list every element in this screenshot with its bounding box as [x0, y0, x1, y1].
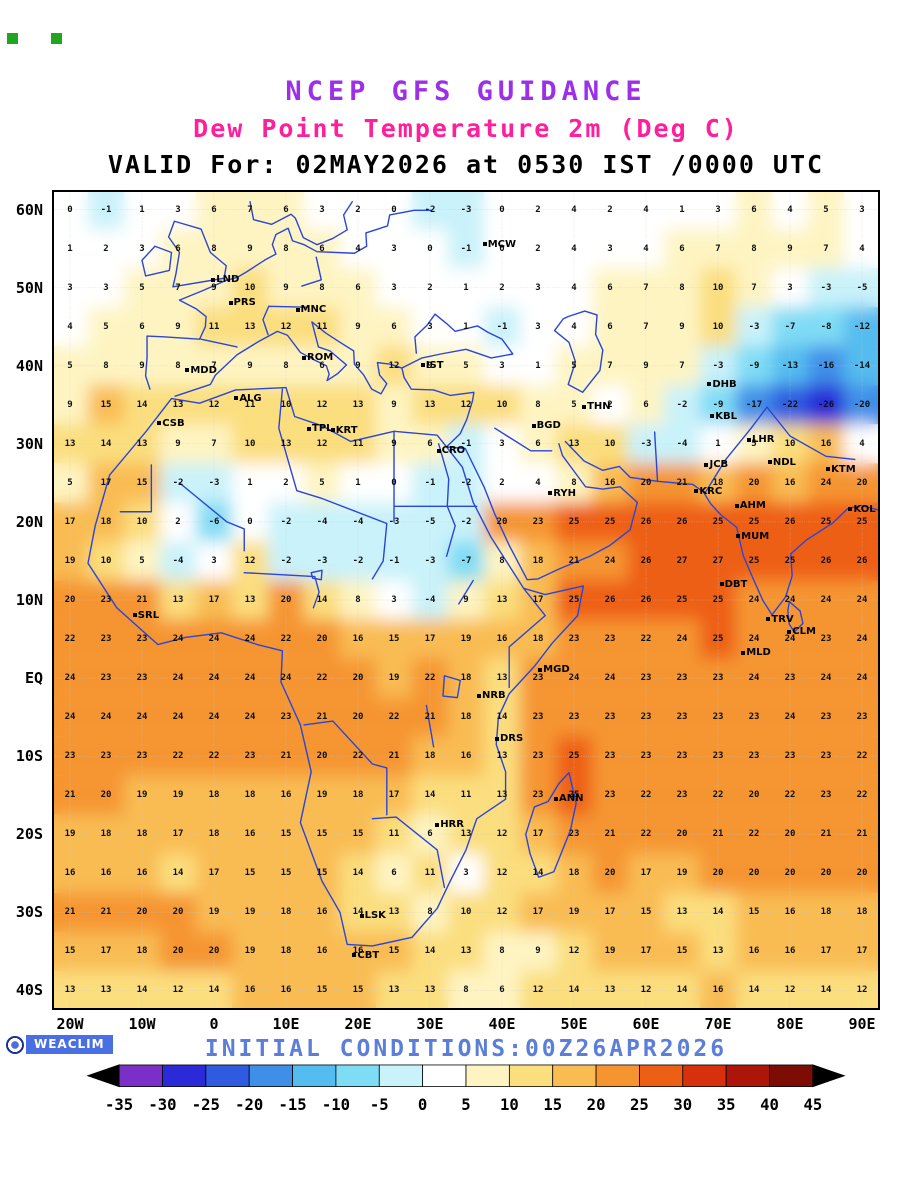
colorbar-tick-label: 30 [673, 1095, 692, 1114]
coastlines-group [88, 202, 879, 946]
colorbar-segment [422, 1064, 467, 1087]
map-canvas [52, 190, 880, 1010]
lon-tick-label: 20W [56, 1015, 84, 1033]
lat-tick-label: 10S [15, 747, 43, 766]
lake-victoria-outline [443, 676, 460, 698]
lat-tick-label: 40N [15, 356, 43, 375]
weaclim-logo-icon [6, 1035, 24, 1054]
coastline-africa [88, 388, 583, 946]
colorbar-tick-label: 15 [543, 1095, 562, 1114]
lat-tick-label: 30N [15, 434, 43, 453]
coastline-ireland [142, 246, 172, 276]
colorbar-segment [552, 1064, 597, 1087]
colorbar-segment [248, 1064, 293, 1087]
lon-tick-label: 90E [848, 1015, 876, 1033]
lon-tick-label: 60E [632, 1015, 660, 1033]
colorbar-segment [162, 1064, 207, 1087]
colorbar-segment [335, 1064, 380, 1087]
coastline-sri-lanka [788, 602, 803, 632]
colorbar-tick-label: -30 [148, 1095, 176, 1114]
colorbar-tick-label: 45 [803, 1095, 822, 1114]
lon-tick-label: 80E [776, 1015, 804, 1033]
lat-tick-label: 10N [15, 591, 43, 609]
initial-conditions-line: INITIAL CONDITIONS:00Z26APR2026 [204, 1036, 728, 1062]
chart-subtitle: Dew Point Temperature 2m (Deg C) [193, 114, 739, 143]
longitude-axis: 20W 10W 0 10E 20E 30E 40E 50E 60E 70E 80E 90E [52, 1012, 880, 1036]
lon-tick-label: 20E [344, 1015, 372, 1033]
lon-tick-label: 0 [209, 1015, 219, 1033]
colorbar-segment [725, 1064, 770, 1087]
colorbar-segment [769, 1064, 814, 1087]
lon-tick-label: 10W [128, 1015, 156, 1033]
lat-tick-label: 30S [15, 903, 43, 922]
colorbar-tick-label: 10 [500, 1095, 519, 1114]
valid-time-line: VALID For: 02MAY2026 at 0530 IST /0000 U… [107, 150, 825, 179]
map-plot-area: 0 -1 1 3 6 7 6 3 2 0 -2 -3 0 2 4 2 4 1 3 6 4 5 3 1 2 3 6 8 9 8 6 4 3 0 -1 0… [52, 190, 880, 1010]
colorbar-tick-label: -20 [235, 1095, 263, 1114]
coastline-mediterranean-europe [175, 322, 402, 396]
corner-mark [7, 33, 18, 44]
colorbar-segment [378, 1064, 424, 1087]
lat-tick-label: 20N [15, 512, 43, 531]
lon-tick-label: 10E [272, 1015, 300, 1033]
coastline-arabia [447, 444, 638, 580]
lon-tick-label: 30E [416, 1015, 444, 1033]
chart-title: NCEP GFS GUIDANCE [285, 76, 647, 107]
lon-tick-label: 70E [704, 1015, 732, 1033]
latitude-axis: 60N 50N 40N 30N 20N 10N EQ 10S 20S 30S 40S [0, 190, 47, 1010]
weaclim-logo-text: WEACLIM [26, 1035, 113, 1054]
coastline-levant-blacksea [402, 314, 513, 447]
colorbar-tick-label: -25 [192, 1095, 220, 1114]
colorbar-tick-label: -35 [105, 1095, 133, 1114]
coastline-britain [169, 221, 227, 287]
colorbar-tick-label: 0 [418, 1095, 427, 1114]
colorbar-tick-label: -10 [322, 1095, 350, 1114]
colorbar-segment [292, 1064, 337, 1087]
lat-tick-label: 60N [15, 200, 43, 219]
colorbar-segment [118, 1064, 163, 1087]
colorbar-tick-label: 25 [630, 1095, 649, 1114]
lon-tick-label: 40E [488, 1015, 516, 1033]
coastline-scandinavia [250, 202, 352, 245]
colorbar: -35 -30 -25 -20 -15 -10 -5 0 5 10 15 20 25 30 35 40 45 [86, 1064, 846, 1114]
chart-header: NCEP GFS GUIDANCE Dew Point Temperature … [52, 76, 880, 179]
colorbar-segment [639, 1064, 684, 1087]
colorbar-segment [205, 1064, 250, 1087]
colorbar-left-arrow [86, 1064, 120, 1088]
colorbar-right-arrow [812, 1064, 846, 1088]
coastline-madagascar [526, 773, 576, 878]
lat-tick-label: 50N [15, 278, 43, 297]
colorbar-tick-label: 5 [461, 1095, 470, 1114]
colorbar-segment [682, 1064, 727, 1087]
weaclim-logo: WEACLIM [6, 1035, 113, 1054]
colorbar-segment [465, 1064, 510, 1087]
caspian-sea-outline [555, 311, 603, 392]
colorbar-tick-label: 40 [760, 1095, 779, 1114]
lat-tick-label: EQ [24, 669, 43, 688]
colorbar-tick-label: -5 [370, 1095, 389, 1114]
latlon-gridlines [52, 190, 880, 1010]
colorbar-segment [595, 1064, 640, 1087]
coastline-atlantic-europe [146, 210, 432, 389]
lat-tick-label: 20S [15, 825, 43, 844]
colorbar-tick-label: 20 [587, 1095, 606, 1114]
colorbar-tick-label: -15 [278, 1095, 306, 1114]
corner-mark [51, 33, 62, 44]
colorbar-tick-label: 35 [717, 1095, 736, 1114]
lat-tick-label: 40S [15, 981, 43, 1000]
dewpoint-field-smoothed [52, 190, 880, 1010]
coastline-south-asia [565, 441, 879, 614]
colorbar-segment [508, 1064, 554, 1087]
lon-tick-label: 50E [560, 1015, 588, 1033]
country-borders [120, 257, 854, 887]
